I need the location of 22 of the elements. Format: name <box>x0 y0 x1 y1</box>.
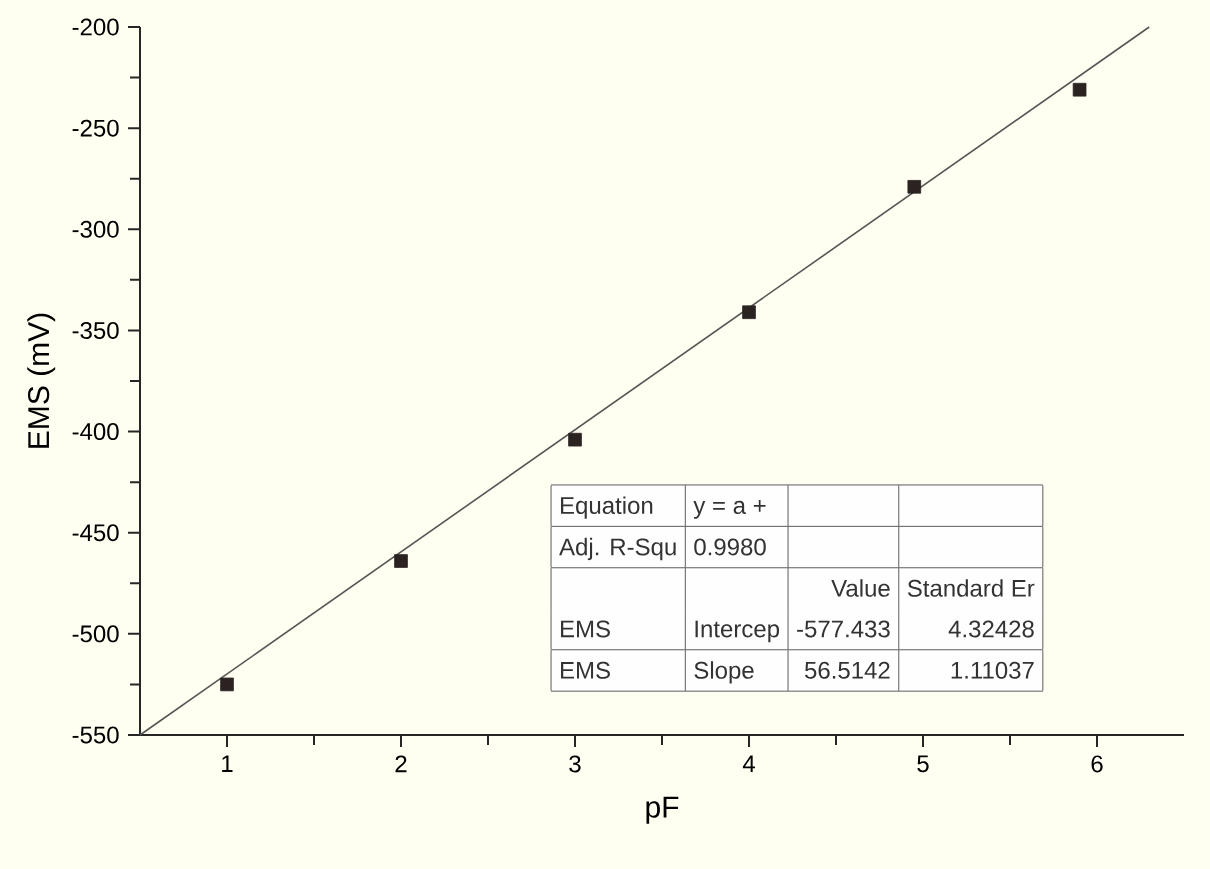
x-tick-label: 3 <box>569 755 581 773</box>
x-tick-label: 2 <box>395 755 407 773</box>
y-tick-label: -250 <box>72 119 119 137</box>
x-tick-label: 5 <box>917 755 929 773</box>
x-axis-title: pF <box>646 796 679 824</box>
y-tick-label: -450 <box>72 524 119 542</box>
x-tick-label: 6 <box>1091 755 1103 773</box>
y-tick-label: -200 <box>72 18 119 36</box>
x-tick-label: 4 <box>742 755 755 772</box>
y-tick-label: -500 <box>72 625 119 643</box>
y-tick-label: -400 <box>72 423 119 441</box>
point <box>907 180 922 194</box>
point <box>742 305 756 320</box>
point <box>220 677 234 692</box>
y-axis-title: EMS (mV) <box>27 313 56 448</box>
point <box>394 554 408 568</box>
point <box>1072 82 1087 97</box>
point <box>568 432 582 447</box>
y-tick-label: -550 <box>72 726 119 744</box>
y-tick-label: -300 <box>72 220 119 238</box>
x-tick-label: 1 <box>222 755 233 772</box>
y-tick-label: -350 <box>72 321 119 339</box>
